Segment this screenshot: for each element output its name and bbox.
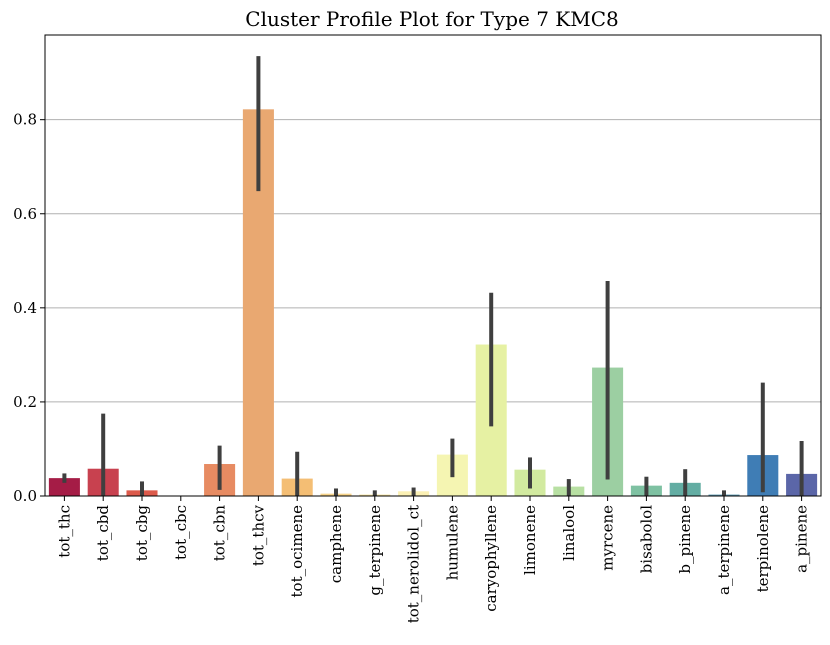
x-tick-label-caryophyllene: caryophyllene xyxy=(482,505,500,612)
x-tick-label-b_pinene: b_pinene xyxy=(676,505,694,574)
x-tick-label-camphene: camphene xyxy=(327,505,345,583)
x-tick-label-tot_cbc: tot_cbc xyxy=(172,505,190,560)
bars xyxy=(48,109,818,496)
plot-frame xyxy=(44,34,822,497)
y-tick-label: 0.2 xyxy=(13,393,37,411)
x-axis: tot_thc tot_cbd tot_cbg tot_cbc tot_cbn tot_t… xyxy=(55,496,811,623)
x-tick-label-tot_thcv: tot_thcv xyxy=(249,504,267,566)
x-tick-label-tot_thc: tot_thc xyxy=(55,505,73,558)
y-axis: 0.0 0.2 0.4 0.6 0.8 xyxy=(13,111,45,505)
x-tick-label-limonene: limonene xyxy=(521,505,539,575)
x-tick-label-humulene: humulene xyxy=(443,505,461,581)
y-tick-label: 0.0 xyxy=(13,487,37,505)
x-tick-label-myrcene: myrcene xyxy=(599,505,617,571)
x-tick-label-tot_cbd: tot_cbd xyxy=(94,505,112,562)
y-tick-label: 0.4 xyxy=(13,299,37,317)
x-tick-label-tot_cbg: tot_cbg xyxy=(133,505,151,562)
x-tick-label-linalool: linalool xyxy=(560,505,578,561)
y-tick-label: 0.8 xyxy=(13,111,37,129)
chart-title: Cluster Profile Plot for Type 7 KMC8 xyxy=(245,7,618,31)
error-bars xyxy=(62,56,804,496)
y-tick-label: 0.6 xyxy=(13,205,37,223)
x-tick-label-a_terpinene: a_terpinene xyxy=(715,505,733,595)
gridlines xyxy=(45,119,821,497)
x-tick-label-tot_cbn: tot_cbn xyxy=(211,505,229,562)
x-tick-label-terpinolene: terpinolene xyxy=(754,505,772,593)
bar-tot_thc xyxy=(48,478,80,496)
x-tick-label-g_terpinene: g_terpinene xyxy=(366,505,384,596)
x-tick-label-bisabolol: bisabolol xyxy=(637,505,655,574)
x-tick-label-a_pinene: a_pinene xyxy=(793,505,811,573)
x-tick-label-tot_nerolidol_ct: tot_nerolidol_ct xyxy=(405,505,423,623)
x-tick-label-tot_ocimene: tot_ocimene xyxy=(288,505,306,598)
